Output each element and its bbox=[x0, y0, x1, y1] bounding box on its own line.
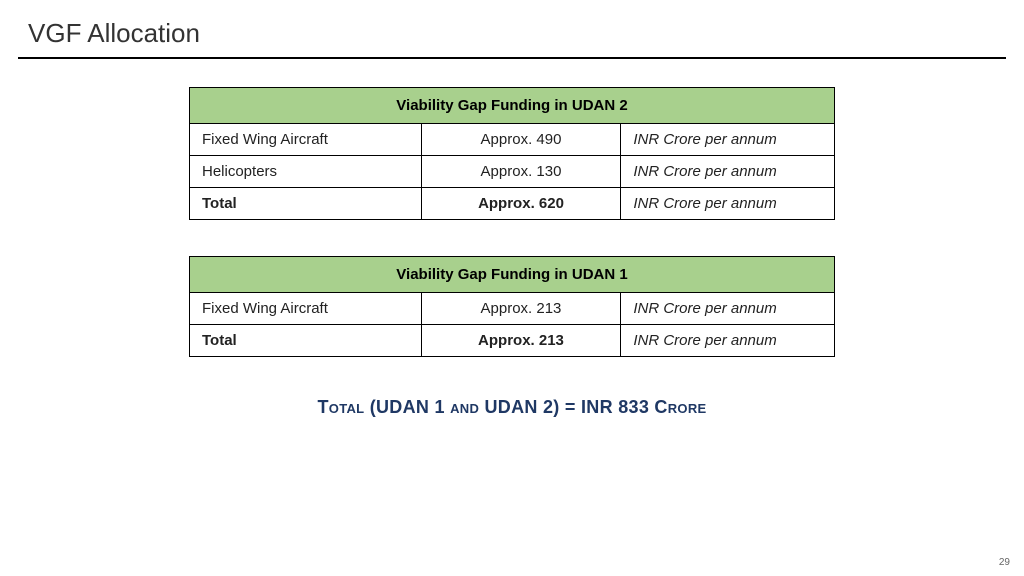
table-header: Viability Gap Funding in UDAN 2 bbox=[190, 88, 835, 124]
row-unit: INR Crore per annum bbox=[621, 325, 835, 357]
table-row: Fixed Wing Aircraft Approx. 213 INR Cror… bbox=[190, 293, 835, 325]
row-label: Total bbox=[190, 188, 422, 220]
row-value: Approx. 130 bbox=[421, 156, 621, 188]
row-unit: INR Crore per annum bbox=[621, 293, 835, 325]
row-label: Fixed Wing Aircraft bbox=[190, 293, 422, 325]
page-number: 29 bbox=[999, 557, 1010, 568]
table-row: Helicopters Approx. 130 INR Crore per an… bbox=[190, 156, 835, 188]
row-value: Approx. 490 bbox=[421, 124, 621, 156]
table-row: Fixed Wing Aircraft Approx. 490 INR Cror… bbox=[190, 124, 835, 156]
table-header-row: Viability Gap Funding in UDAN 1 bbox=[190, 257, 835, 293]
vgf-udan2-table: Viability Gap Funding in UDAN 2 Fixed Wi… bbox=[189, 87, 835, 220]
table-header-row: Viability Gap Funding in UDAN 2 bbox=[190, 88, 835, 124]
row-unit: INR Crore per annum bbox=[621, 188, 835, 220]
row-value: Approx. 620 bbox=[421, 188, 621, 220]
table-row-total: Total Approx. 213 INR Crore per annum bbox=[190, 325, 835, 357]
row-value: Approx. 213 bbox=[421, 325, 621, 357]
row-unit: INR Crore per annum bbox=[621, 156, 835, 188]
table-header: Viability Gap Funding in UDAN 1 bbox=[190, 257, 835, 293]
page-title: VGF Allocation bbox=[0, 0, 1024, 57]
row-label: Helicopters bbox=[190, 156, 422, 188]
row-label: Fixed Wing Aircraft bbox=[190, 124, 422, 156]
row-unit: INR Crore per annum bbox=[621, 124, 835, 156]
grand-total: Total (UDAN 1 and UDAN 2) = INR 833 Cror… bbox=[318, 397, 707, 418]
row-value: Approx. 213 bbox=[421, 293, 621, 325]
table-row-total: Total Approx. 620 INR Crore per annum bbox=[190, 188, 835, 220]
vgf-udan1-table: Viability Gap Funding in UDAN 1 Fixed Wi… bbox=[189, 256, 835, 357]
row-label: Total bbox=[190, 325, 422, 357]
content-area: Viability Gap Funding in UDAN 2 Fixed Wi… bbox=[0, 59, 1024, 418]
